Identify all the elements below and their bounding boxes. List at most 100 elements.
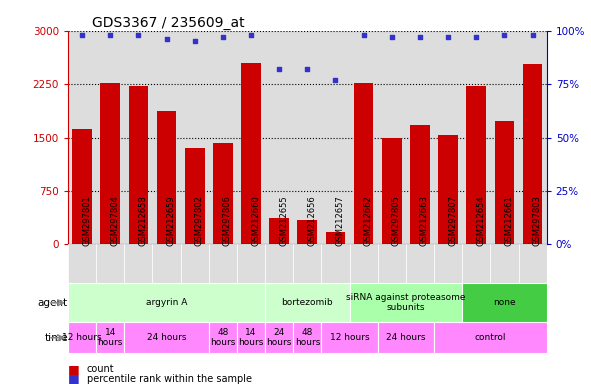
Point <box>246 32 256 38</box>
Bar <box>439 135 458 245</box>
Bar <box>209 31 237 245</box>
Point <box>415 34 425 40</box>
Bar <box>265 31 293 245</box>
Point <box>387 34 397 40</box>
Text: GSM297801: GSM297801 <box>82 196 91 247</box>
Text: time: time <box>44 333 68 343</box>
Bar <box>241 63 261 245</box>
Bar <box>96 245 124 283</box>
Text: GSM212655: GSM212655 <box>279 196 288 247</box>
Bar <box>68 245 96 283</box>
Bar <box>491 245 518 283</box>
Bar <box>124 245 152 283</box>
Point <box>162 36 171 42</box>
Text: argyrin A: argyrin A <box>146 298 187 307</box>
Bar <box>382 137 402 245</box>
Bar <box>406 245 434 283</box>
Bar <box>434 245 462 283</box>
Bar <box>378 31 406 245</box>
Bar <box>462 245 491 283</box>
Text: GSM212662: GSM212662 <box>363 196 373 247</box>
Text: 24
hours: 24 hours <box>267 328 292 348</box>
Bar <box>491 31 518 245</box>
Text: percentile rank within the sample: percentile rank within the sample <box>87 374 252 384</box>
Bar <box>96 322 124 353</box>
Bar <box>100 83 120 245</box>
Bar <box>181 31 209 245</box>
Bar <box>265 322 293 353</box>
Text: 48
hours: 48 hours <box>210 328 236 348</box>
Text: GSM297802: GSM297802 <box>194 196 204 247</box>
Bar <box>124 31 152 245</box>
Point <box>528 32 537 38</box>
Text: 24 hours: 24 hours <box>147 333 186 342</box>
Bar <box>293 245 322 283</box>
Bar <box>406 31 434 245</box>
Text: 14
hours: 14 hours <box>98 328 123 348</box>
Bar <box>152 31 181 245</box>
Text: ■: ■ <box>68 373 80 384</box>
Bar <box>322 245 349 283</box>
Bar <box>96 31 124 245</box>
Bar <box>265 283 349 322</box>
Bar <box>378 322 434 353</box>
Bar <box>522 64 543 245</box>
Bar <box>213 142 233 245</box>
Bar <box>378 245 406 283</box>
Bar <box>495 121 514 245</box>
Bar <box>410 126 430 245</box>
Bar <box>152 245 181 283</box>
Text: 24 hours: 24 hours <box>386 333 426 342</box>
Bar <box>434 31 462 245</box>
Point <box>105 32 115 38</box>
Bar <box>185 147 204 245</box>
Point <box>359 32 368 38</box>
Text: siRNA against proteasome
subunits: siRNA against proteasome subunits <box>346 293 466 313</box>
Text: GSM297807: GSM297807 <box>448 195 457 247</box>
Text: 12 hours: 12 hours <box>62 333 102 342</box>
Bar <box>322 322 378 353</box>
Point <box>500 32 509 38</box>
Text: 12 hours: 12 hours <box>330 333 369 342</box>
Bar <box>518 31 547 245</box>
Bar <box>68 283 265 322</box>
Bar <box>157 111 176 245</box>
Bar <box>68 31 96 245</box>
Bar <box>68 322 96 353</box>
Text: control: control <box>475 333 506 342</box>
Bar <box>269 218 289 245</box>
Point <box>77 32 87 38</box>
Bar <box>326 232 345 245</box>
Bar <box>434 322 547 353</box>
Bar <box>297 220 317 245</box>
Text: GSM297806: GSM297806 <box>223 195 232 247</box>
Bar <box>209 322 237 353</box>
Text: GSM212663: GSM212663 <box>420 195 429 247</box>
Point <box>190 38 199 45</box>
Text: GDS3367 / 235609_at: GDS3367 / 235609_at <box>92 16 245 30</box>
Bar <box>128 86 148 245</box>
Point <box>472 34 481 40</box>
Text: GSM297804: GSM297804 <box>110 196 119 247</box>
Text: GSM212656: GSM212656 <box>307 196 316 247</box>
Text: count: count <box>87 364 115 374</box>
Point <box>274 66 284 72</box>
Bar <box>124 322 209 353</box>
Bar <box>265 245 293 283</box>
Bar <box>518 245 547 283</box>
Text: GSM212661: GSM212661 <box>505 196 514 247</box>
Text: GSM212659: GSM212659 <box>167 196 176 247</box>
Point <box>443 34 453 40</box>
Bar <box>293 31 322 245</box>
Bar <box>237 322 265 353</box>
Text: GSM212657: GSM212657 <box>336 196 345 247</box>
Text: GSM212660: GSM212660 <box>251 196 260 247</box>
Text: ■: ■ <box>68 363 80 376</box>
Bar <box>349 31 378 245</box>
Bar <box>72 129 92 245</box>
Bar <box>462 283 547 322</box>
Text: bortezomib: bortezomib <box>281 298 333 307</box>
Bar <box>354 83 374 245</box>
Point <box>218 34 228 40</box>
Bar <box>349 245 378 283</box>
